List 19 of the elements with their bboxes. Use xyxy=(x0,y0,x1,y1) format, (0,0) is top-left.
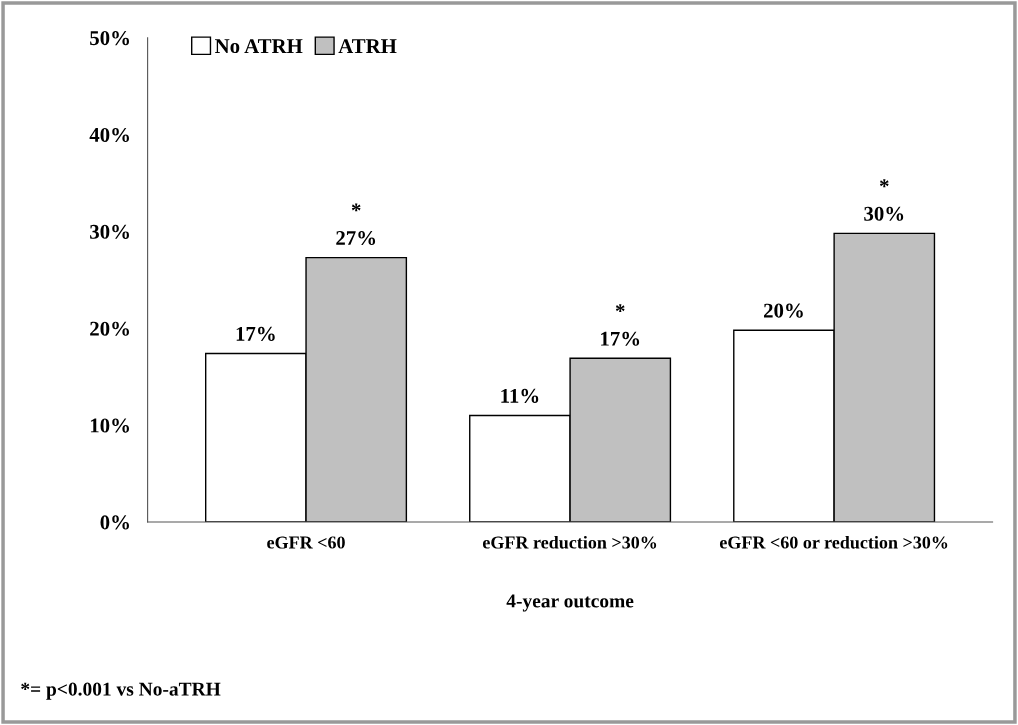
text: *= p<0.001 vs No-aTRH xyxy=(21,682,221,700)
legend-label: ATRH xyxy=(338,39,397,53)
y-tick-label: 50% xyxy=(90,31,129,46)
data-label: 20% xyxy=(764,303,803,318)
y-tick-label: 20% xyxy=(90,321,129,336)
data-label: 17% xyxy=(236,326,275,341)
y-tick-label: 40% xyxy=(89,127,129,143)
data-label: * 30% xyxy=(864,179,904,221)
y-tick-label: 0% xyxy=(100,515,129,530)
x-tick-label: eGFR <60 or reduction >30% xyxy=(719,535,948,549)
legend-label: No ATRH xyxy=(215,39,303,54)
data-label: 11% xyxy=(501,388,539,403)
y-tick-label: 30% xyxy=(90,224,129,239)
data-label: * 17% xyxy=(601,304,640,346)
y-tick-label: 10% xyxy=(90,418,129,433)
x-axis-title: 4-year outcome xyxy=(506,594,634,612)
data-label: * 27% xyxy=(336,203,376,246)
x-tick-label: eGFR reduction >30% xyxy=(482,535,657,549)
x-tick-label: eGFR <60 xyxy=(267,536,345,549)
